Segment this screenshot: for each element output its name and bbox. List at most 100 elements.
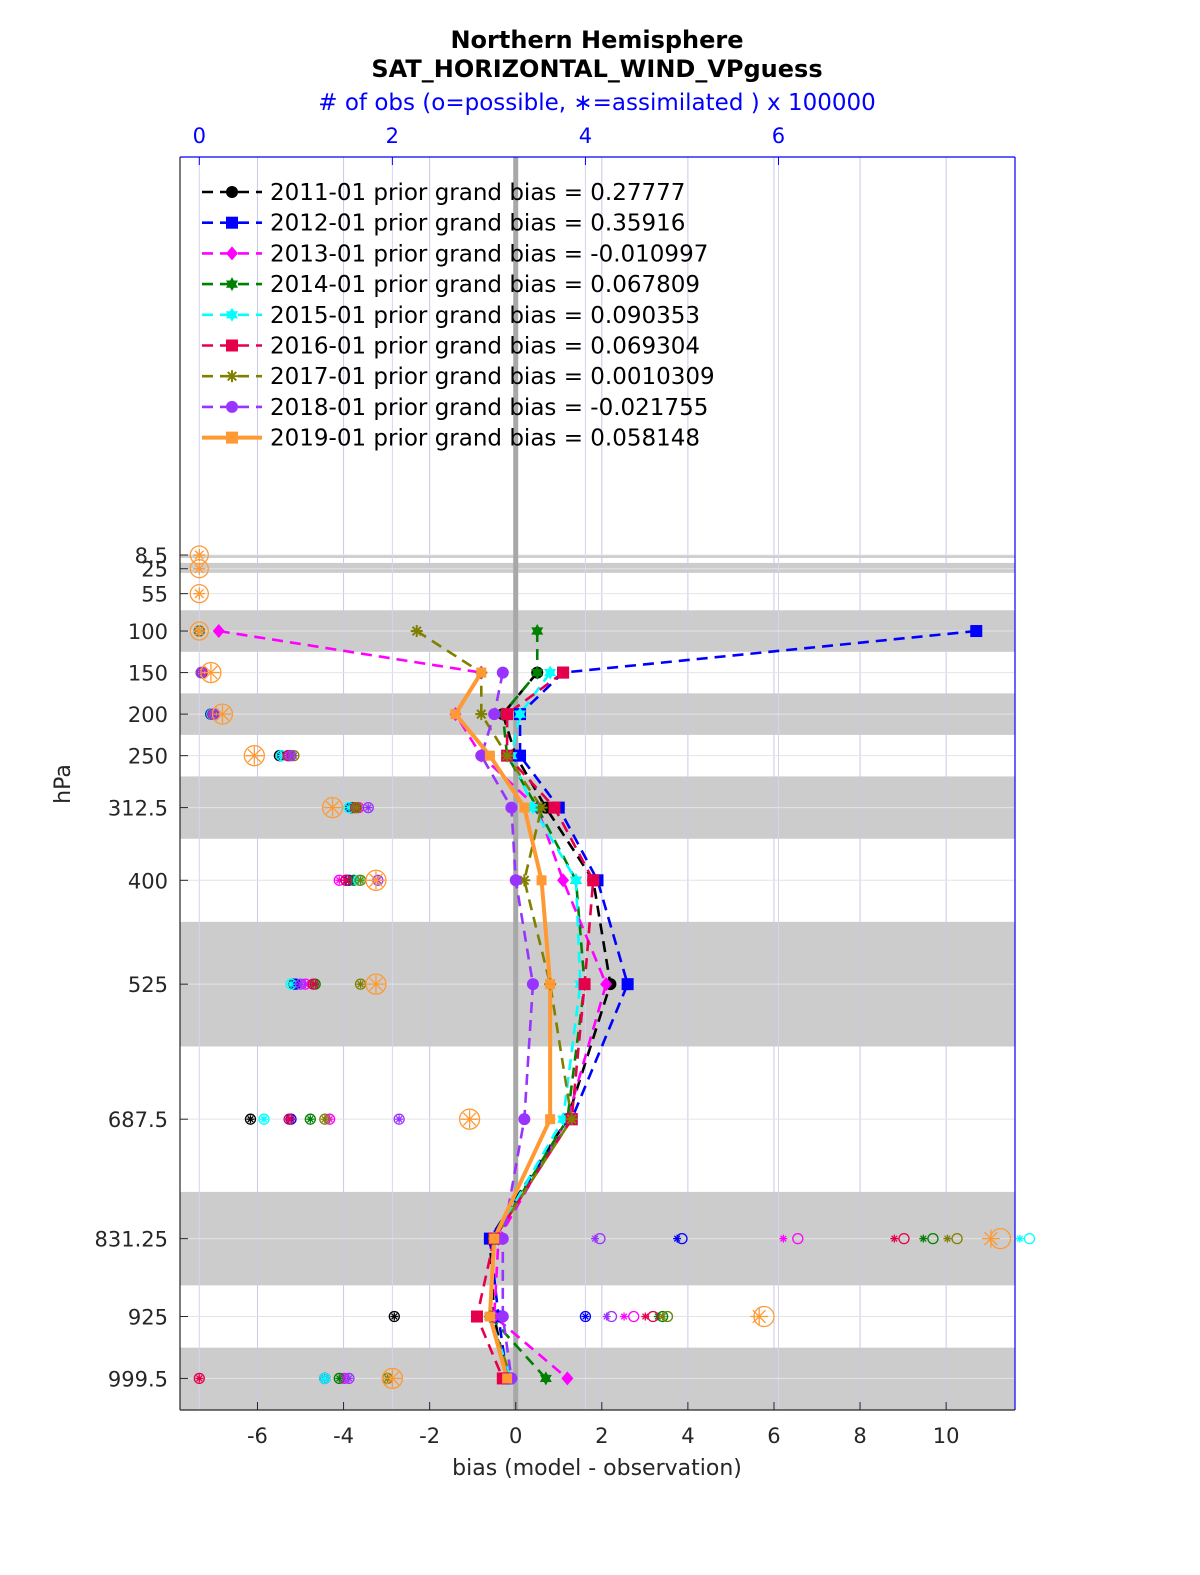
data-point-2018-01 xyxy=(496,666,509,679)
x-tick-label: 8 xyxy=(853,1424,866,1448)
obs-possible-2017-01 xyxy=(951,1232,963,1245)
data-point-2017-01 xyxy=(501,749,514,762)
obs-possible-2011-01 xyxy=(388,1310,400,1323)
obs-possible-2017-01 xyxy=(319,1113,331,1125)
shaded-band xyxy=(180,562,1015,573)
obs-assimilated-2016-01 xyxy=(342,876,351,885)
data-point-2015-01 xyxy=(569,873,582,888)
obs-assimilated-2019-01 xyxy=(366,871,385,890)
data-point-2014-01 xyxy=(531,624,544,639)
obs-possible-2018-01 xyxy=(295,978,307,990)
obs-assimilated-2016-01 xyxy=(285,1115,294,1124)
obs-possible-2018-01 xyxy=(343,1372,355,1385)
obs-possible-top xyxy=(189,621,209,641)
obs-assimilated-2015-01 xyxy=(287,980,296,989)
legend-marker-2017-01 xyxy=(226,370,238,383)
obs-assimilated-2019-01 xyxy=(245,746,264,765)
obs-assimilated-2015-01 xyxy=(320,1374,329,1383)
data-point-2015-01 xyxy=(544,665,557,680)
data-point-2014-01 xyxy=(531,665,544,680)
obs-assimilated-2017-01 xyxy=(320,1115,329,1124)
data-point-2017-01 xyxy=(565,1113,578,1126)
obs-possible-2016-01 xyxy=(283,1113,295,1125)
data-point-2013-01 xyxy=(212,624,225,639)
y-tick-label: 400 xyxy=(128,869,168,893)
legend-label-2019-01: 2019-01 prior grand bias = 0.058148 xyxy=(270,426,700,452)
y-tick-label: 525 xyxy=(128,973,168,997)
data-point-2018-01 xyxy=(526,978,539,991)
data-point-2018-01 xyxy=(518,1113,531,1126)
legend-label-2013-01: 2013-01 prior grand bias = -0.010997 xyxy=(270,241,708,267)
obs-assimilated-2014-01 xyxy=(306,1115,315,1124)
obs-assimilated-2018-01 xyxy=(395,1115,404,1124)
top-tick-label: 0 xyxy=(193,124,206,148)
legend-label-2018-01: 2018-01 prior grand bias = -0.021755 xyxy=(270,395,708,421)
obs-assimilated-2019-01 xyxy=(460,1110,479,1129)
x-tick-label: 10 xyxy=(933,1424,960,1448)
data-point-2013-01 xyxy=(600,977,613,992)
legend-marker-2012-01 xyxy=(226,216,238,229)
legend-marker-2014-01 xyxy=(226,277,238,292)
obs-possible-2019-01 xyxy=(458,1108,481,1130)
legend-marker-2013-01 xyxy=(226,246,238,261)
obs-assimilated-2016-01 xyxy=(641,1312,650,1321)
obs-assimilated-2019-01 xyxy=(366,975,385,994)
data-point-2019-01 xyxy=(545,979,556,990)
data-point-2019-01 xyxy=(519,802,530,813)
data-point-2012-01 xyxy=(514,749,527,762)
top-tick-label: 2 xyxy=(386,124,399,148)
data-point-2019-01 xyxy=(502,1373,513,1384)
y-tick-label: 25 xyxy=(141,558,168,582)
obs-assimilated-top xyxy=(193,625,206,638)
legend-label-2012-01: 2012-01 prior grand bias = 0.35916 xyxy=(270,211,685,237)
obs-assimilated-2011-01 xyxy=(246,1115,255,1124)
obs-assimilated-2012-01 xyxy=(673,1234,682,1243)
series-markers xyxy=(212,624,983,1386)
obs-assimilated-2019-01 xyxy=(750,1307,769,1326)
obs-possible-2015-01 xyxy=(1023,1232,1036,1245)
obs-assimilated-2017-01 xyxy=(356,876,365,885)
series-line-2019-01 xyxy=(453,671,553,1379)
obs-possible-2019-01 xyxy=(211,703,234,725)
data-point-2018-01 xyxy=(496,1232,509,1245)
obs-possible-top xyxy=(189,559,209,579)
data-point-2017-01 xyxy=(535,801,548,814)
obs-assimilated-2013-01 xyxy=(620,1312,629,1321)
obs-assimilated-2019-01 xyxy=(213,705,232,724)
data-point-2018-01 xyxy=(488,708,501,721)
data-point-2013-01 xyxy=(561,1371,574,1386)
x-tick-label: 4 xyxy=(681,1424,694,1448)
obs-possible-2018-01 xyxy=(362,801,374,814)
x-axis-label: bias (model - observation) xyxy=(452,1456,742,1481)
legend-marker-2015-01 xyxy=(226,307,238,322)
y-tick-label: 55 xyxy=(141,583,168,607)
data-point-2013-01 xyxy=(557,873,570,888)
obs-count-markers xyxy=(189,545,1036,1390)
legend-marker-2018-01 xyxy=(226,400,238,413)
obs-assimilated-2017-01 xyxy=(658,1312,667,1321)
y-tick-label: 687.5 xyxy=(108,1108,168,1132)
series-line-2016-01 xyxy=(475,671,595,1379)
obs-possible-2019-01 xyxy=(243,745,265,767)
x-tick-label: 0 xyxy=(509,1424,522,1448)
obs-assimilated-2017-01 xyxy=(356,980,365,989)
data-point-2019-01 xyxy=(476,667,487,678)
y-tick-label: 250 xyxy=(128,745,168,769)
obs-possible-2019-01 xyxy=(365,973,387,995)
obs-assimilated-2019-01 xyxy=(201,663,220,682)
obs-assimilated-2017-01 xyxy=(352,803,361,812)
obs-assimilated-2016-01 xyxy=(195,1374,204,1383)
obs-assimilated-top xyxy=(193,587,206,600)
y-tick-label: 999.5 xyxy=(108,1367,168,1391)
obs-possible-2019-01 xyxy=(365,869,387,891)
axes: -6 -4 -2 0 2 4 6 8 100 2 4 68.52555100150200250312.… xyxy=(95,124,1016,1448)
legend-marker-2019-01 xyxy=(226,431,238,444)
data-point-2016-01 xyxy=(587,874,600,887)
shaded-band xyxy=(180,555,1015,558)
y-tick-label: 200 xyxy=(128,703,168,727)
obs-assimilated-2018-01 xyxy=(344,1374,353,1383)
x-tick-label: 2 xyxy=(595,1424,608,1448)
top-tick-label: 4 xyxy=(579,124,592,148)
obs-possible-2014-01 xyxy=(927,1232,939,1245)
obs-possible-2016-01 xyxy=(193,1372,205,1385)
